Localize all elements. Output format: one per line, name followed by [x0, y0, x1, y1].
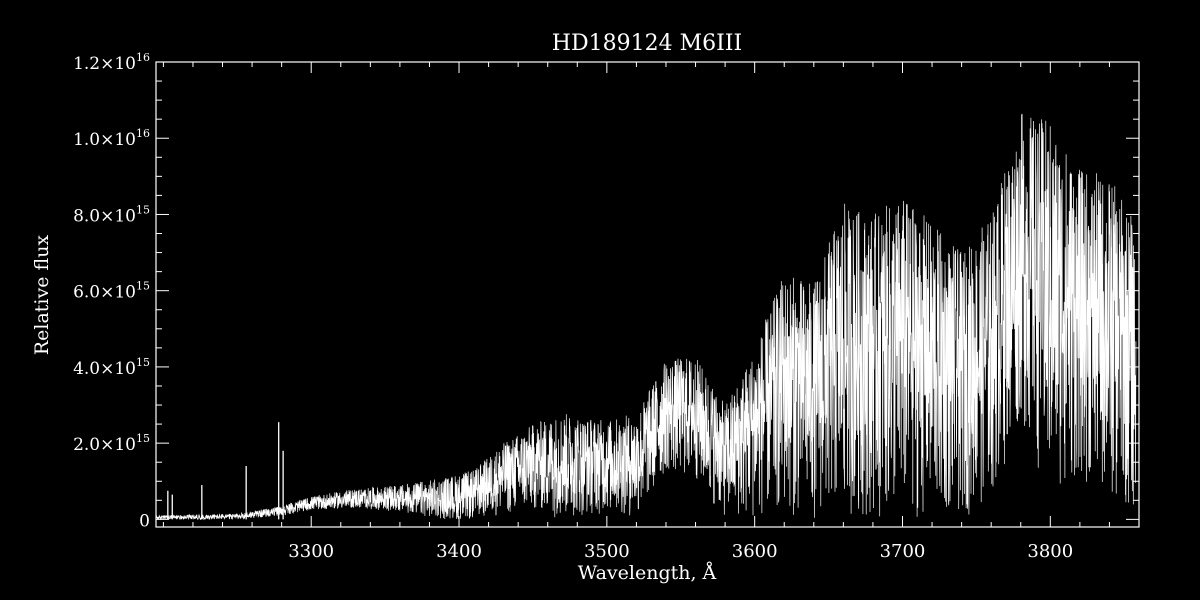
y-tick-label: 6.0×1015 — [73, 280, 150, 303]
x-tick-label: 3300 — [288, 541, 334, 562]
y-axis-label: Relative flux — [31, 235, 53, 356]
x-axis-label: Wavelength, Å — [578, 562, 717, 584]
plot-frame — [155, 61, 1140, 528]
y-tick-label: 1.2×1016 — [73, 51, 150, 74]
x-tick-label: 3500 — [584, 541, 630, 562]
y-tick-label: 0 — [139, 511, 150, 531]
spectrum-line — [156, 113, 1137, 521]
x-tick-label: 3600 — [732, 541, 778, 562]
x-tick-label: 3700 — [880, 541, 926, 562]
x-tick-label: 3400 — [436, 541, 482, 562]
chart-title: HD189124 M6III — [552, 31, 742, 56]
plot-content: 3300 3400 3500 3600 3700 3800 0 2.0×1015 4.0×101… — [73, 51, 1140, 562]
x-tick-label: 3800 — [1027, 541, 1073, 562]
y-tick-label: 8.0×1015 — [73, 203, 150, 226]
y-tick-label: 2.0×1015 — [73, 432, 150, 455]
y-tick-label: 4.0×1015 — [73, 356, 150, 379]
y-tick-label: 1.0×1016 — [73, 127, 150, 150]
